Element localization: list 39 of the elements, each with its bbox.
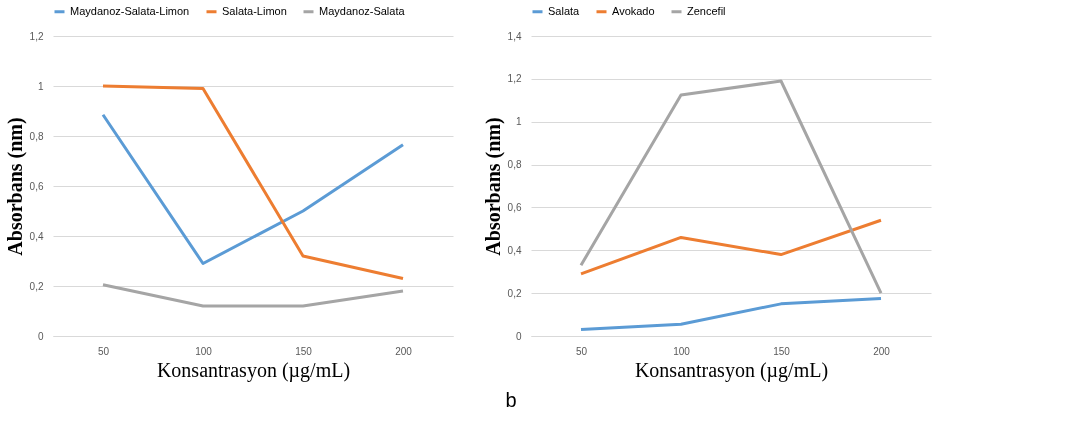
- line-series: [579, 218, 883, 276]
- x-tick-label: 150: [295, 345, 313, 357]
- y-tick-label: 0,4: [29, 230, 44, 242]
- y-tick-label: 0,6: [29, 180, 44, 192]
- y-tick-label: 0: [515, 330, 522, 342]
- y-tick-label: 1,4: [507, 30, 522, 42]
- text: b: [505, 389, 517, 411]
- y-axis-title: Absorbans (nm): [481, 117, 505, 256]
- x-axis-title: Konsantrasyon (µg/mL): [156, 358, 351, 382]
- x-tick-label: 150: [773, 345, 791, 357]
- legend-label: Zencefil: [687, 4, 726, 17]
- y-tick-label: 0,2: [507, 287, 522, 299]
- x-tick-label: 50: [575, 345, 588, 357]
- x-tick-label: 200: [395, 345, 413, 357]
- y-tick-label: 0,8: [507, 159, 522, 171]
- y-tick-label: 1,2: [507, 73, 522, 85]
- legend-label: Salata: [548, 4, 581, 17]
- x-tick-label: 50: [97, 345, 110, 357]
- legend-label: Maydanoz-Salata-Limon: [70, 4, 190, 17]
- y-tick-label: 0,6: [507, 201, 522, 213]
- line-series: [579, 79, 883, 295]
- x-axis-title: Konsantrasyon (µg/mL): [634, 358, 829, 382]
- x-tick-label: 100: [195, 345, 213, 357]
- legend-label: Salata-Limon: [222, 4, 287, 17]
- y-tick-label: 0: [37, 330, 44, 342]
- y-tick-label: 1: [515, 116, 522, 128]
- y-tick-label: 0,4: [507, 244, 522, 256]
- line-series: [579, 297, 883, 332]
- line-series: [101, 113, 405, 265]
- y-axis-title: Absorbans (nm): [3, 117, 27, 256]
- x-tick-label: 200: [873, 345, 891, 357]
- y-tick-label: 0,8: [29, 130, 44, 142]
- line-series: [101, 84, 405, 280]
- x-tick-label: 100: [673, 345, 691, 357]
- y-tick-label: 1,2: [29, 30, 44, 42]
- y-tick-label: 0,2: [29, 280, 44, 292]
- legend-label: Maydanoz-Salata: [319, 4, 406, 17]
- legend-label: Avokado: [612, 4, 655, 17]
- y-tick-label: 1: [37, 80, 44, 92]
